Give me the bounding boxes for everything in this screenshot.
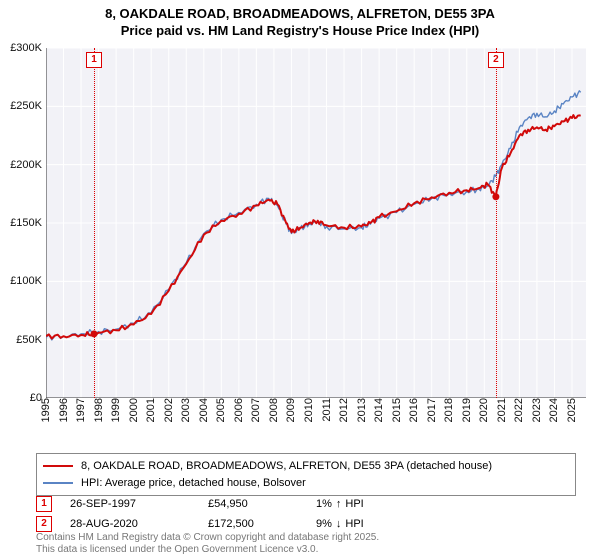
xtick-label: 1999 [110,398,122,422]
sale-row-2: 2 28-AUG-2020 £172,500 9% ↓ HPI [36,514,576,534]
legend-swatch-hpi [43,482,73,484]
sale-diff-pct-1: 1% [316,498,332,510]
xtick-label: 2021 [496,398,508,422]
sale-date-1: 26-SEP-1997 [70,498,190,510]
chart-container: 8, OAKDALE ROAD, BROADMEADOWS, ALFRETON,… [0,0,600,560]
footer: Contains HM Land Registry data © Crown c… [36,532,379,556]
legend: 8, OAKDALE ROAD, BROADMEADOWS, ALFRETON,… [36,453,576,496]
xtick-label: 2014 [373,398,385,422]
sale-marker-chip: 2 [488,52,504,68]
xtick-label: 2003 [180,398,192,422]
xtick-label: 2002 [163,398,175,422]
ytick-label: £50K [16,334,42,346]
legend-label-price: 8, OAKDALE ROAD, BROADMEADOWS, ALFRETON,… [81,458,492,475]
x-axis: 1995199619971998199920002001200220032004… [46,398,586,448]
ytick-label: £150K [10,217,42,229]
title-line-1: 8, OAKDALE ROAD, BROADMEADOWS, ALFRETON,… [0,6,600,23]
ytick-label: £300K [10,42,42,54]
xtick-label: 2007 [250,398,262,422]
arrow-up-icon: ↑ [336,498,342,510]
sale-marker-line [496,48,497,398]
xtick-label: 2008 [268,398,280,422]
xtick-label: 2018 [443,398,455,422]
xtick-label: 2017 [426,398,438,422]
xtick-label: 2020 [478,398,490,422]
xtick-label: 2011 [321,398,333,422]
title-line-2: Price paid vs. HM Land Registry's House … [0,23,600,40]
legend-row-2: HPI: Average price, detached house, Bols… [43,475,569,492]
sale-row-1: 1 26-SEP-1997 £54,950 1% ↑ HPI [36,494,576,514]
sale-badge-1: 1 [36,496,52,512]
xtick-label: 1997 [75,398,87,422]
sale-price-1: £54,950 [208,498,298,510]
xtick-label: 2010 [303,398,315,422]
legend-label-hpi: HPI: Average price, detached house, Bols… [81,475,306,492]
footer-line-2: This data is licensed under the Open Gov… [36,544,379,556]
plot-area: 12 [46,48,586,398]
xtick-label: 2013 [356,398,368,422]
sale-diff-1: 1% ↑ HPI [316,498,364,510]
xtick-label: 2012 [338,398,350,422]
xtick-label: 2006 [233,398,245,422]
plot-svg [46,48,586,398]
legend-row-1: 8, OAKDALE ROAD, BROADMEADOWS, ALFRETON,… [43,458,569,475]
ytick-label: £200K [10,159,42,171]
chart-title: 8, OAKDALE ROAD, BROADMEADOWS, ALFRETON,… [0,0,600,40]
xtick-label: 2009 [285,398,297,422]
xtick-label: 2000 [128,398,140,422]
xtick-label: 2004 [198,398,210,422]
sale-marker-chip: 1 [86,52,102,68]
xtick-label: 2024 [548,398,560,422]
sale-badge-2: 2 [36,516,52,532]
xtick-label: 1996 [58,398,70,422]
sales-table: 1 26-SEP-1997 £54,950 1% ↑ HPI 2 28-AUG-… [36,494,576,534]
xtick-label: 2023 [531,398,543,422]
sale-diff-suffix-2: HPI [345,518,363,530]
xtick-label: 2005 [215,398,227,422]
arrow-down-icon: ↓ [336,518,342,530]
ytick-label: £250K [10,100,42,112]
xtick-label: 2025 [566,398,578,422]
xtick-label: 2001 [145,398,157,422]
xtick-label: 2022 [513,398,525,422]
sale-diff-2: 9% ↓ HPI [316,518,364,530]
xtick-label: 1995 [40,398,52,422]
sale-diff-pct-2: 9% [316,518,332,530]
xtick-label: 2015 [391,398,403,422]
footer-line-1: Contains HM Land Registry data © Crown c… [36,532,379,544]
sale-price-2: £172,500 [208,518,298,530]
sale-marker-line [94,48,95,398]
xtick-label: 1998 [93,398,105,422]
ytick-label: £100K [10,275,42,287]
legend-swatch-price [43,465,73,467]
sale-date-2: 28-AUG-2020 [70,518,190,530]
sale-diff-suffix-1: HPI [345,498,363,510]
xtick-label: 2019 [461,398,473,422]
xtick-label: 2016 [408,398,420,422]
